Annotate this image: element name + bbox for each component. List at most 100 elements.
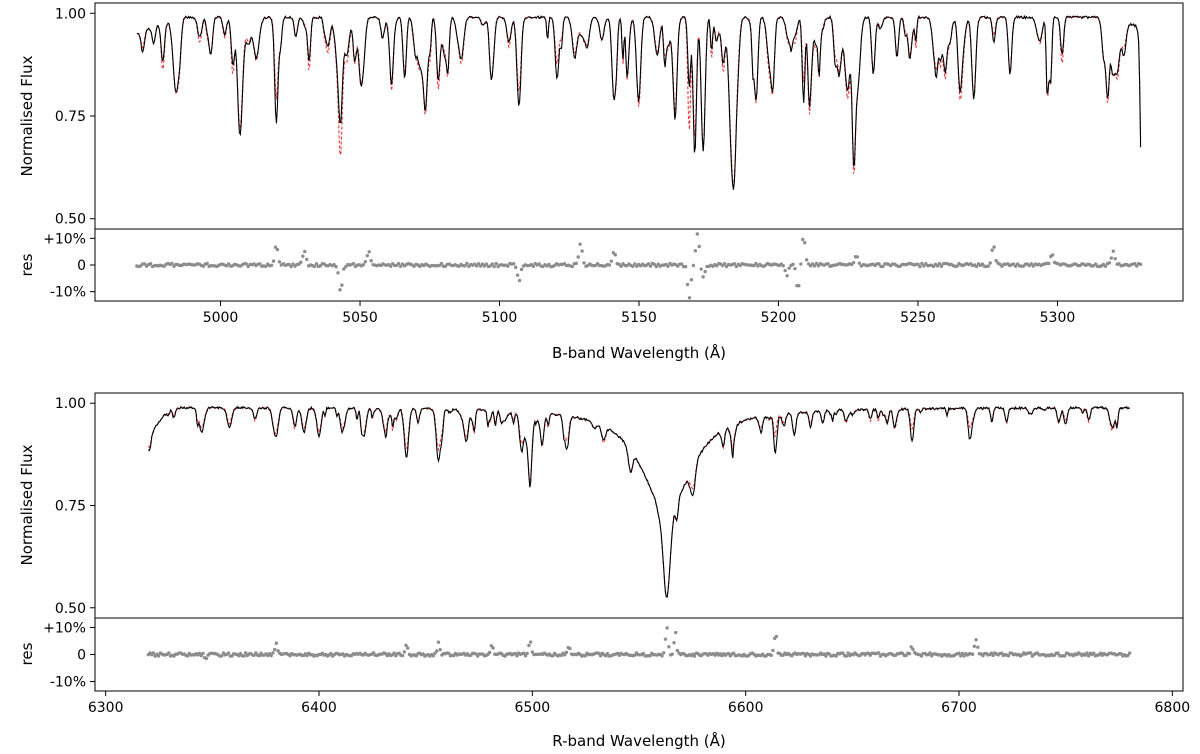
r-band-res-yticks: +10% 0 -10% — [43, 620, 95, 691]
b-band-residual-point — [613, 253, 617, 257]
b-band-residual-point — [695, 232, 700, 236]
r-band-xticks: 6300 6400 6500 6600 6700 6800 — [88, 691, 1190, 716]
r-band-residual-point — [605, 651, 610, 656]
b-band-residual-point — [205, 261, 209, 266]
r-band-data — [146, 405, 1132, 661]
b-band-residual-point — [314, 262, 319, 266]
b-band-panel: 1.000.750.50 +10%0-10% 5000 5050 5100 5150 5… — [18, 2, 1184, 362]
b-band-residual-point — [1029, 262, 1033, 266]
r-band-residual-point — [243, 651, 248, 655]
b-band-residual-point — [697, 244, 701, 249]
b-band-xtick-label: 5150 — [621, 310, 657, 326]
b-band-residual-point — [992, 245, 996, 249]
r-band-xtick-label: 6600 — [728, 700, 764, 716]
b-band-residual-point — [474, 264, 479, 268]
b-band-residual-point — [465, 261, 469, 266]
b-band-flux-ytick-label: 1.00 — [55, 6, 86, 22]
r-band-residual-point — [226, 651, 231, 655]
r-band-res-ytick-label: 0 — [77, 648, 86, 664]
b-band-residual-point — [816, 264, 821, 268]
b-band-residual-point — [1134, 264, 1139, 268]
r-band-flux-ytick-label: 0.50 — [55, 601, 86, 617]
r-band-observed-line — [147, 405, 1130, 599]
b-band-residual-point — [338, 288, 342, 292]
b-band-residual-point — [244, 262, 248, 266]
r-band-residual-point — [692, 654, 697, 658]
b-band-residual-point — [271, 259, 276, 263]
r-band-residual-point — [522, 651, 526, 655]
r-band-flux-yticks: 1.00 0.75 0.50 — [55, 396, 95, 617]
b-band-residual-point — [814, 261, 819, 266]
r-band-residual-point — [673, 630, 678, 635]
r-band-residual-point — [201, 651, 205, 656]
b-band-residual-point — [679, 262, 684, 266]
b-band-residual-point — [955, 264, 959, 268]
b-band-residual-point — [367, 250, 371, 254]
b-band-observed-line — [136, 14, 1142, 190]
r-band-residual-point — [257, 654, 261, 658]
b-band-residual-point — [935, 264, 940, 268]
b-band-flux-frame — [94, 2, 1184, 230]
b-band-residual-point — [631, 264, 635, 268]
r-band-flux-ytick-label: 1.00 — [55, 396, 86, 412]
b-band-residual-point — [389, 264, 393, 269]
r-band-residual-point — [530, 650, 535, 654]
b-band-flux-ytick-label: 0.50 — [55, 212, 86, 228]
r-band-residual-point — [904, 653, 908, 658]
b-band-xtick-label: 5300 — [1040, 310, 1076, 326]
r-band-residual-point — [400, 653, 405, 658]
b-band-residual-point — [517, 278, 522, 283]
r-band-residual-point — [447, 651, 451, 655]
r-band-residual-point — [1028, 651, 1033, 655]
b-band-residual-point — [336, 271, 340, 275]
r-band-residual-point — [911, 647, 915, 651]
b-band-residual-points — [135, 232, 1143, 300]
b-band-residual-point — [301, 254, 305, 258]
b-band-residual-point — [342, 267, 346, 271]
r-band-residual-point — [525, 651, 529, 656]
r-band-residual-point — [402, 650, 407, 654]
b-band-residual-point — [303, 249, 307, 254]
b-band-residual-point — [1107, 261, 1112, 265]
r-band-residual-point — [392, 651, 396, 655]
b-band-residual-point — [986, 264, 990, 268]
r-band-residual-point — [1056, 651, 1060, 655]
r-band-residual-point — [824, 654, 828, 658]
b-band-residual-point — [722, 262, 727, 266]
b-band-residual-point — [974, 264, 979, 269]
b-band-residual-point — [652, 262, 657, 267]
b-band-residual-point — [142, 262, 147, 266]
b-band-residual-point — [365, 253, 369, 258]
b-band-residual-point — [351, 261, 356, 266]
r-band-residual-point — [597, 651, 601, 656]
b-band-residual-point — [515, 273, 520, 277]
r-band-residual-point — [769, 653, 773, 658]
r-band-flux-frame — [94, 392, 1184, 619]
b-band-res-ytick-label: +10% — [43, 231, 86, 247]
b-band-data — [135, 14, 1143, 300]
r-band-residual-point — [844, 654, 849, 658]
b-band-residual-point — [607, 263, 612, 267]
b-band-residual-point — [781, 264, 785, 268]
r-band-residual-point — [527, 643, 531, 648]
r-band-residual-point — [846, 651, 850, 655]
b-band-residual-point — [574, 261, 578, 266]
b-band-residual-point — [513, 265, 518, 270]
b-band-residual-point — [803, 241, 807, 245]
b-band-residual-point — [363, 260, 368, 264]
r-band-xlabel: R-band Wavelength (Å) — [552, 731, 725, 750]
b-band-residual-point — [519, 267, 524, 272]
r-band-residual-point — [491, 646, 495, 650]
b-band-residual-point — [476, 261, 481, 266]
r-band-residual-point — [774, 634, 779, 639]
b-band-flux-ytick-label: 0.75 — [55, 109, 86, 125]
b-band-residual-point — [812, 264, 817, 268]
b-band-residual-point — [275, 247, 280, 252]
r-band-residual-point — [976, 645, 980, 649]
r-band-residual-point — [841, 651, 845, 655]
b-band-residual-point — [170, 261, 174, 266]
b-band-residual-point — [783, 268, 787, 273]
r-band-residual-point — [991, 653, 995, 658]
r-band-residual-point — [487, 650, 492, 655]
b-band-xtick-label: 5000 — [203, 310, 239, 326]
